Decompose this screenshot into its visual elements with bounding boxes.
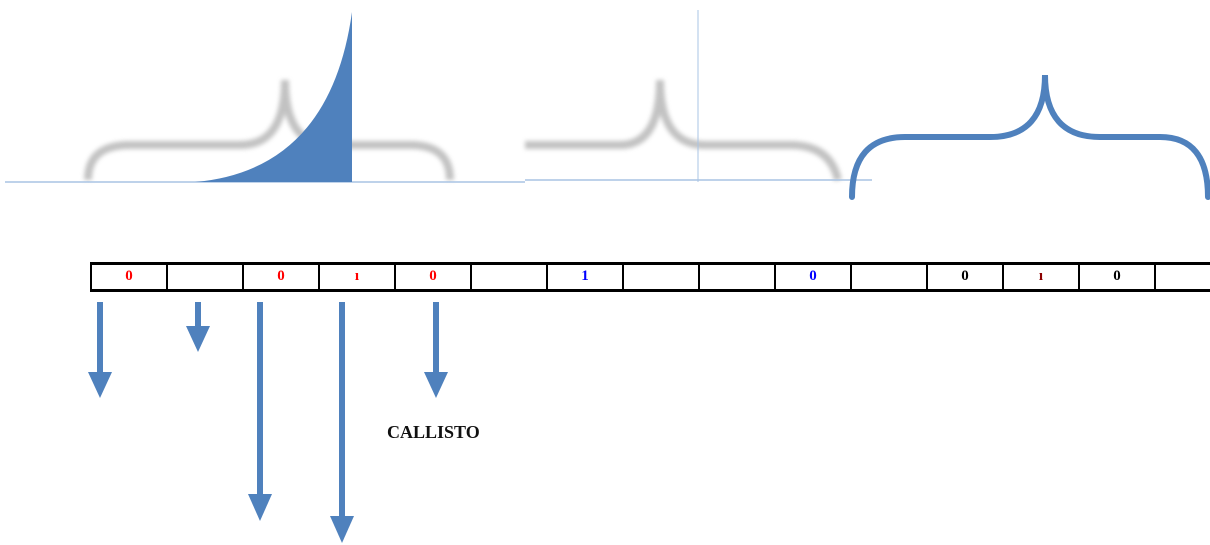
- tape-cell: 0: [774, 265, 850, 289]
- faded-brace-left: [84, 79, 454, 181]
- tape-cell: [850, 265, 926, 289]
- faded-brace-middle: [525, 79, 842, 182]
- tape-cell: [698, 265, 774, 289]
- arrow-3: [248, 302, 272, 521]
- arrow-4: [330, 302, 354, 543]
- tape-cell: [622, 265, 698, 289]
- arrow-1: [88, 302, 112, 398]
- callisto-label: CALLISTO: [387, 422, 480, 442]
- tape-cell: 0: [1078, 265, 1154, 289]
- tape-cell: 0: [394, 265, 470, 289]
- tape-cell: ı: [318, 265, 394, 289]
- tape-cell: [470, 265, 546, 289]
- tape-cell: 0: [90, 265, 166, 289]
- tape-cell: 0: [926, 265, 1002, 289]
- blue-filled-curve: [195, 12, 352, 182]
- tape-cell: 1: [546, 265, 622, 289]
- arrow-5: [424, 302, 448, 398]
- tape-cell: 0: [242, 265, 318, 289]
- arrow-2: [186, 302, 210, 352]
- blue-brace-right: [849, 74, 1210, 200]
- tape-cell: [166, 265, 242, 289]
- tape-cell: ı: [1002, 265, 1078, 289]
- tape-cell: [1154, 265, 1210, 289]
